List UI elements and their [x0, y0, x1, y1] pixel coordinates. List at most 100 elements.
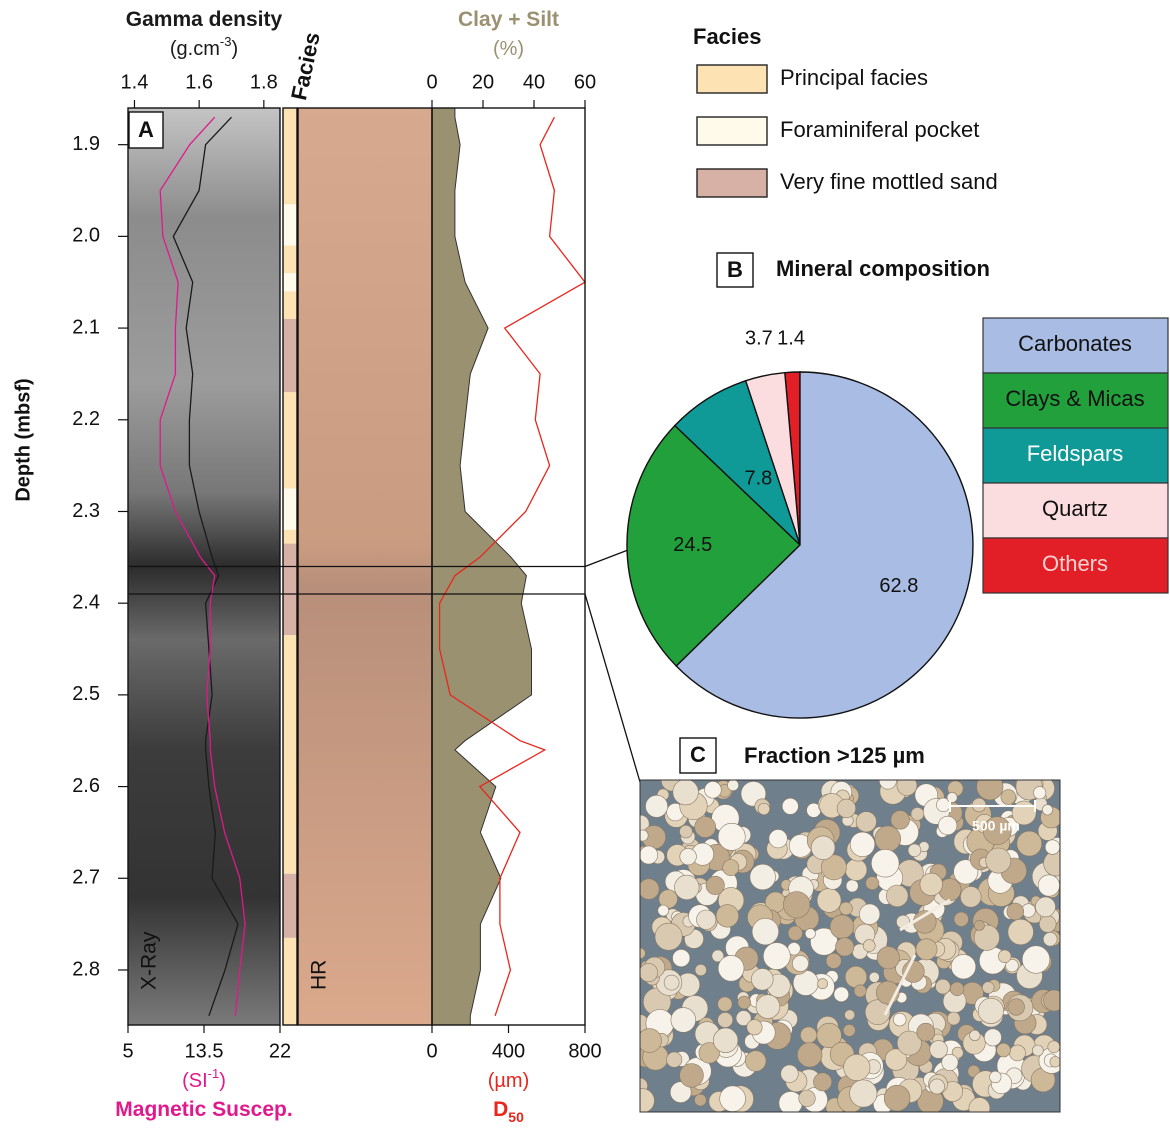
grain [781, 797, 799, 815]
grain [666, 1051, 683, 1068]
grain [800, 1026, 818, 1044]
legend-label: Very fine mottled sand [780, 169, 998, 194]
grain [712, 1027, 739, 1053]
axis-unit: (SI-1) [182, 1066, 226, 1092]
needle [899, 898, 951, 932]
x-tick-label: 40 [523, 71, 545, 93]
grain [946, 1011, 961, 1026]
grain [679, 847, 697, 866]
grain [845, 879, 859, 893]
grain [663, 974, 680, 991]
grain [929, 1040, 948, 1059]
grain [976, 780, 1004, 801]
y-tick-label: 2.3 [72, 500, 100, 522]
grain [981, 981, 995, 994]
grain [717, 822, 746, 851]
grain [969, 1029, 981, 1041]
grain [719, 1085, 746, 1112]
grain [879, 780, 897, 790]
grain [874, 825, 901, 852]
grain [640, 878, 660, 900]
data-label: 24.5 [673, 534, 712, 556]
grain [640, 829, 649, 842]
facies-interval [283, 529, 297, 544]
grain [1007, 998, 1025, 1016]
grain [937, 815, 958, 836]
grain [640, 947, 646, 959]
grain [974, 920, 985, 931]
facies-interval [283, 488, 297, 530]
grain [973, 924, 1000, 951]
grain [1021, 945, 1051, 974]
x-tick-label: 1.8 [250, 71, 278, 93]
axis-title: Magnetic Suscep. [115, 1098, 292, 1121]
grain [1016, 830, 1043, 857]
line [172, 116, 239, 1017]
grain [1047, 1040, 1060, 1054]
grain [984, 1028, 1002, 1047]
facies-interval [283, 291, 297, 319]
grain [876, 946, 900, 970]
grain [792, 955, 809, 972]
grain [890, 810, 910, 830]
grain [829, 914, 855, 939]
grain [960, 886, 982, 908]
grain [1009, 1044, 1026, 1062]
facies-interval [283, 937, 297, 1025]
grain [1042, 804, 1054, 816]
grain [816, 888, 842, 913]
grain [907, 843, 922, 857]
data-label: 7.8 [744, 468, 772, 490]
grain [989, 1070, 1002, 1084]
legend-swatch [696, 116, 768, 146]
axis-title-text: Clay + Silt [458, 8, 559, 31]
grain [833, 986, 849, 1003]
x-tick-label: 60 [574, 71, 596, 93]
axis-unit: (%) [493, 38, 524, 60]
grain [853, 984, 867, 998]
grains [640, 780, 1060, 1112]
grain [982, 816, 1012, 846]
grain [672, 780, 699, 806]
x-tick-label: 0 [426, 71, 437, 93]
grain [864, 999, 891, 1026]
legend-swatch [982, 482, 1169, 539]
grain [985, 847, 1012, 874]
grain [679, 1063, 704, 1088]
grain [768, 829, 788, 849]
y-tick-label: 2.7 [72, 867, 100, 889]
grain [821, 854, 847, 881]
y-tick-label: 2.8 [72, 958, 100, 980]
grain [839, 901, 853, 916]
panel-label-box [128, 111, 164, 149]
x-tick-label: 1.6 [185, 71, 213, 93]
image-title: Fraction >125 µm [744, 743, 925, 768]
grain [941, 1054, 959, 1072]
grain [798, 1089, 816, 1107]
x-tick-label: 22 [269, 1040, 291, 1062]
grain [953, 859, 979, 885]
grain [657, 904, 670, 917]
x-tick-label: 400 [492, 1040, 525, 1062]
grain [694, 1093, 707, 1107]
grain [916, 1022, 936, 1042]
data-label: 1.4 [777, 327, 805, 349]
grain [727, 780, 739, 792]
unit-text: ) [231, 38, 238, 60]
grain [1049, 1056, 1060, 1068]
axis-title: Gamma density [126, 8, 283, 31]
x-tick-label: 0 [426, 1040, 437, 1062]
grain [883, 1084, 911, 1112]
x-tick-label: 1.4 [121, 71, 149, 93]
grain [783, 891, 811, 919]
grain [1043, 850, 1060, 877]
grain [919, 872, 943, 897]
grain [737, 995, 751, 1010]
micrograph-frame [639, 779, 1061, 1113]
axis-unit: (g.cm-3) [170, 34, 238, 60]
chart-title: Mineral composition [776, 256, 990, 281]
grain [935, 978, 951, 995]
grain [717, 1012, 734, 1028]
